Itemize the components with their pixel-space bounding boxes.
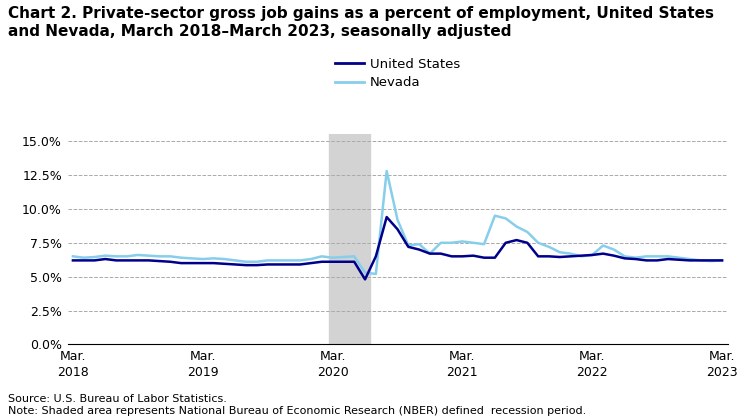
Bar	[329, 134, 370, 344]
Text: Source: U.S. Bureau of Labor Statistics.
Note: Shaded area represents National B: Source: U.S. Bureau of Labor Statistics.…	[8, 394, 586, 416]
Text: Chart 2. Private-sector gross job gains as a percent of employment, United State: Chart 2. Private-sector gross job gains …	[8, 6, 713, 39]
Legend: United States, Nevada: United States, Nevada	[329, 53, 466, 94]
